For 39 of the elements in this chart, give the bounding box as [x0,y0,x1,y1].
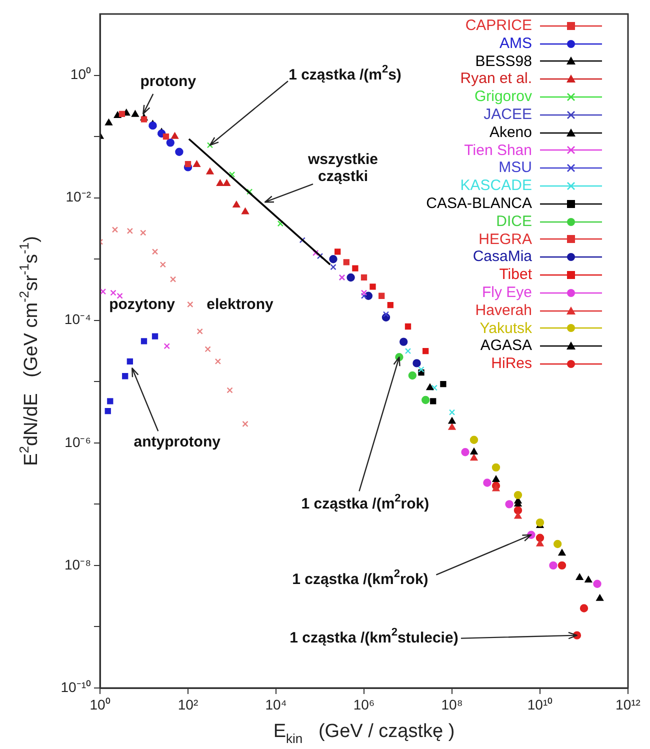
y-tick-label: 10⁻² [66,188,92,205]
legend-label: Haverah [475,302,532,320]
legend-label: Akeno [489,124,532,142]
x-tick-label: 10⁴ [265,696,287,712]
y-tick-label: 10⁻¹⁰ [60,678,91,695]
annotation: antyprotony [134,433,222,450]
legend-label: DICE [496,212,532,231]
x-tick-label: 10⁰ [90,696,110,712]
x-tick-label: 10⁶ [353,696,375,712]
legend-label: KASCADE [460,177,532,195]
legend-label: AMS [499,34,532,53]
legend-label: Tibet [499,266,532,284]
legend-label: HEGRA [478,230,532,248]
y-tick-label: 10⁻⁶ [64,434,91,450]
legend-label: JACEE [484,106,532,124]
y-tick-label: 10⁻⁴ [64,311,91,328]
legend-label: Tien Shan [464,142,532,160]
legend-label: BESS98 [475,52,532,70]
legend-label: CAPRICE [465,17,532,35]
legend-label: AGASA [480,337,532,356]
text: E2dN/dE (GeV cm-2sr-1s-1) [16,236,42,466]
legend-label: HiRes [491,355,532,373]
legend-label: Ryan et al. [460,70,532,88]
legend-label: Grigorov [474,88,532,106]
annotation: wszystkie cząstki [306,150,378,185]
legend-label: CASA-BLANCA [426,194,532,213]
y-tick-label: 10⁰ [70,66,91,82]
legend-label: Fly Eye [482,284,532,302]
annotation: protony [140,73,197,90]
x-tick-label: 10¹⁰ [527,696,553,712]
legend-label: MSU [498,159,532,178]
x-tick-label: 10² [178,696,198,712]
annotation: pozytony [109,296,176,314]
y-tick-label: 10⁻⁸ [64,556,92,572]
x-tick-label: 10⁸ [441,696,463,712]
legend-label: CasaMia [472,248,532,266]
annotation: elektrony [206,296,274,314]
legend-label: Yakutsk [480,320,532,338]
x-tick-label: 10¹² [616,696,641,712]
